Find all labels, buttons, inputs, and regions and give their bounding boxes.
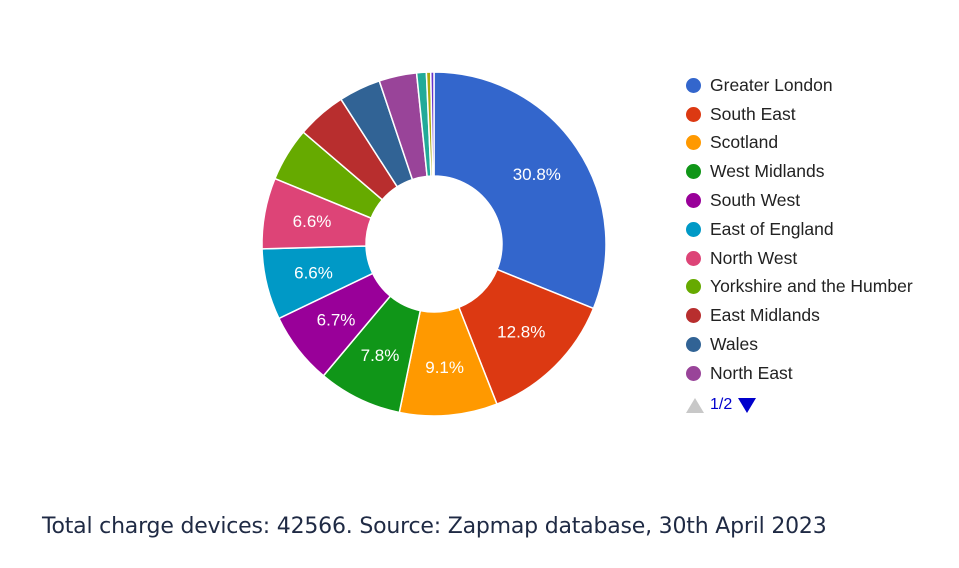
legend-swatch-icon xyxy=(686,221,701,237)
legend-label: North West xyxy=(710,247,798,268)
slice-label: 12.8% xyxy=(497,323,545,342)
slice-label: 6.6% xyxy=(294,264,333,283)
legend-item[interactable]: North East xyxy=(686,359,913,388)
legend-swatch-icon xyxy=(686,308,701,324)
legend-item[interactable]: East Midlands xyxy=(686,301,913,330)
legend-swatch-icon xyxy=(686,77,701,93)
legend-swatch-icon xyxy=(686,193,701,209)
legend-item[interactable]: South East xyxy=(686,100,913,129)
donut-chart: 30.8% 12.8% 9.1% 7.8% 6.7% 6.6% 6.6% xyxy=(261,71,607,417)
pager-page-indicator: 1/2 xyxy=(710,396,733,413)
legend-item[interactable]: North West xyxy=(686,244,913,273)
legend-item[interactable]: East of England xyxy=(686,215,913,244)
legend-swatch-icon xyxy=(686,250,701,266)
chart-caption: Total charge devices: 42566. Source: Zap… xyxy=(42,514,827,539)
legend-swatch-icon xyxy=(686,106,701,122)
chart-legend: Greater London South East Scotland West Mid… xyxy=(686,71,913,388)
legend-item[interactable]: Wales xyxy=(686,330,913,359)
legend-pager: 1/2 xyxy=(686,396,757,414)
slice-other-3[interactable] xyxy=(429,71,435,177)
slice-label: 9.1% xyxy=(425,358,464,377)
legend-item[interactable]: Yorkshire and the Humber xyxy=(686,273,913,302)
legend-swatch-icon xyxy=(686,337,701,353)
slice-label: 6.7% xyxy=(317,311,356,330)
legend-label: Greater London xyxy=(710,74,833,95)
legend-item[interactable]: Greater London xyxy=(686,71,913,100)
legend-label: Yorkshire and the Humber xyxy=(710,276,913,297)
slice-greater-london[interactable] xyxy=(433,71,607,310)
legend-swatch-icon xyxy=(686,279,701,295)
legend-label: South East xyxy=(710,103,796,124)
legend-item[interactable]: Scotland xyxy=(686,129,913,158)
legend-swatch-icon xyxy=(686,365,701,381)
slice-label: 30.8% xyxy=(513,165,561,184)
legend-label: East of England xyxy=(710,218,834,239)
legend-label: North East xyxy=(710,362,793,383)
legend-item[interactable]: South West xyxy=(686,186,913,215)
pager-next-icon[interactable] xyxy=(738,397,757,413)
legend-swatch-icon xyxy=(686,164,701,180)
slice-label: 7.8% xyxy=(361,346,400,365)
legend-label: Wales xyxy=(710,334,758,355)
legend-label: South West xyxy=(710,190,801,211)
legend-swatch-icon xyxy=(686,135,701,151)
slice-label: 6.6% xyxy=(293,212,332,231)
legend-label: East Midlands xyxy=(710,305,820,326)
legend-label: West Midlands xyxy=(710,161,825,182)
legend-item[interactable]: West Midlands xyxy=(686,157,913,186)
legend-label: Scotland xyxy=(710,132,779,153)
pager-prev-icon xyxy=(686,397,704,413)
